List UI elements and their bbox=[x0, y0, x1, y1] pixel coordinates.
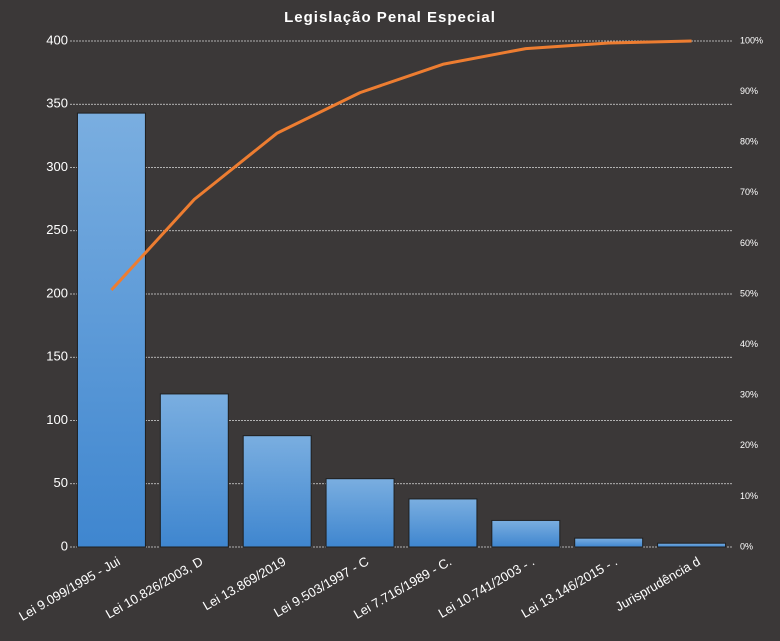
y2-tick-label: 10% bbox=[740, 491, 758, 501]
bar bbox=[574, 537, 644, 548]
y2-tick-label: 60% bbox=[740, 238, 758, 248]
y-tick-label: 350 bbox=[46, 96, 68, 111]
y2-tick-label: 80% bbox=[740, 137, 758, 147]
y2-tick-label: 50% bbox=[740, 288, 758, 298]
bar bbox=[242, 435, 312, 548]
y-tick-label: 250 bbox=[46, 222, 68, 237]
y-tick-label: 200 bbox=[46, 285, 68, 300]
y2-tick-label: 100% bbox=[740, 35, 763, 45]
bar bbox=[76, 112, 146, 548]
cumulative-line bbox=[110, 39, 692, 291]
bar bbox=[657, 542, 727, 548]
bar bbox=[159, 393, 229, 548]
y-tick-label: 0 bbox=[61, 538, 68, 553]
y2-tick-label: 40% bbox=[740, 339, 758, 349]
y-tick-label: 100 bbox=[46, 412, 68, 427]
y2-tick-label: 70% bbox=[740, 187, 758, 197]
bar bbox=[408, 498, 478, 548]
chart-title: Legislação Penal Especial bbox=[284, 9, 496, 26]
y2-tick-label: 20% bbox=[740, 440, 758, 450]
bar bbox=[491, 519, 561, 548]
y-tick-label: 400 bbox=[46, 32, 68, 47]
y2-tick-label: 30% bbox=[740, 390, 758, 400]
y-tick-label: 50 bbox=[54, 475, 68, 490]
y-tick-label: 300 bbox=[46, 159, 68, 174]
y-tick-label: 150 bbox=[46, 349, 68, 364]
y2-tick-label: 90% bbox=[740, 86, 758, 96]
bar bbox=[325, 478, 395, 548]
y2-tick-label: 0% bbox=[740, 541, 753, 551]
